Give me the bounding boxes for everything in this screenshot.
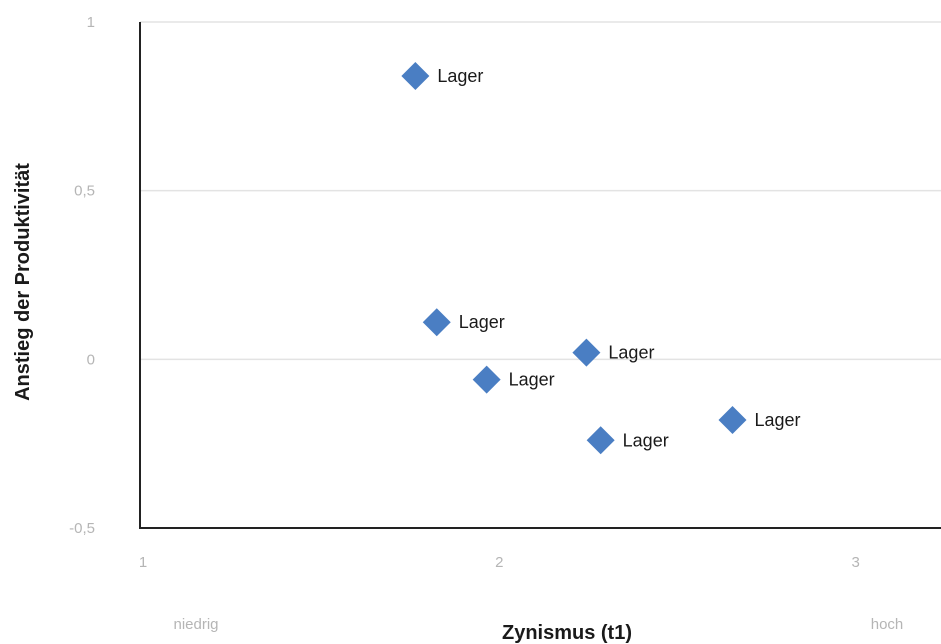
point-marker-diamond (718, 406, 747, 435)
data-point: Lager (472, 365, 555, 394)
point-marker-diamond (422, 308, 451, 337)
x-tick-label: 3 (851, 554, 859, 571)
point-marker-diamond (586, 426, 615, 455)
point-label: Lager (437, 66, 483, 86)
y-axis-title: Anstieg der Produktivität (12, 163, 34, 401)
y-tick-label: 1 (87, 14, 95, 31)
data-point: Lager (422, 308, 505, 337)
data-point: Lager (718, 406, 801, 435)
point-label: Lager (459, 312, 505, 332)
gridlines (140, 21, 941, 361)
x-scale-low-label: niedrig (173, 616, 218, 633)
point-marker-diamond (572, 338, 601, 367)
y-tick-labels: 1 0,5 0 -0,5 (69, 14, 95, 537)
data-point: Lager (401, 61, 483, 90)
point-label: Lager (608, 343, 654, 363)
point-marker-diamond (472, 365, 501, 394)
x-scale-high-label: hoch (871, 616, 904, 633)
point-label: Lager (755, 410, 801, 430)
x-tick-label: 1 (139, 554, 147, 571)
x-axis-title: Zynismus (t1) (502, 622, 632, 644)
point-label: Lager (623, 430, 669, 450)
y-tick-label: 0,5 (74, 183, 95, 200)
data-points: Lager Lager Lager Lager Lager Lager (401, 61, 801, 455)
point-label: Lager (509, 370, 555, 390)
axes (139, 22, 941, 529)
data-point: Lager (586, 426, 669, 455)
x-tick-label: 2 (495, 554, 503, 571)
y-tick-label: -0,5 (69, 520, 95, 537)
y-tick-label: 0 (87, 351, 95, 368)
x-tick-labels: 1 2 3 (139, 554, 860, 571)
point-marker-diamond (401, 61, 430, 90)
data-point: Lager (572, 338, 654, 367)
